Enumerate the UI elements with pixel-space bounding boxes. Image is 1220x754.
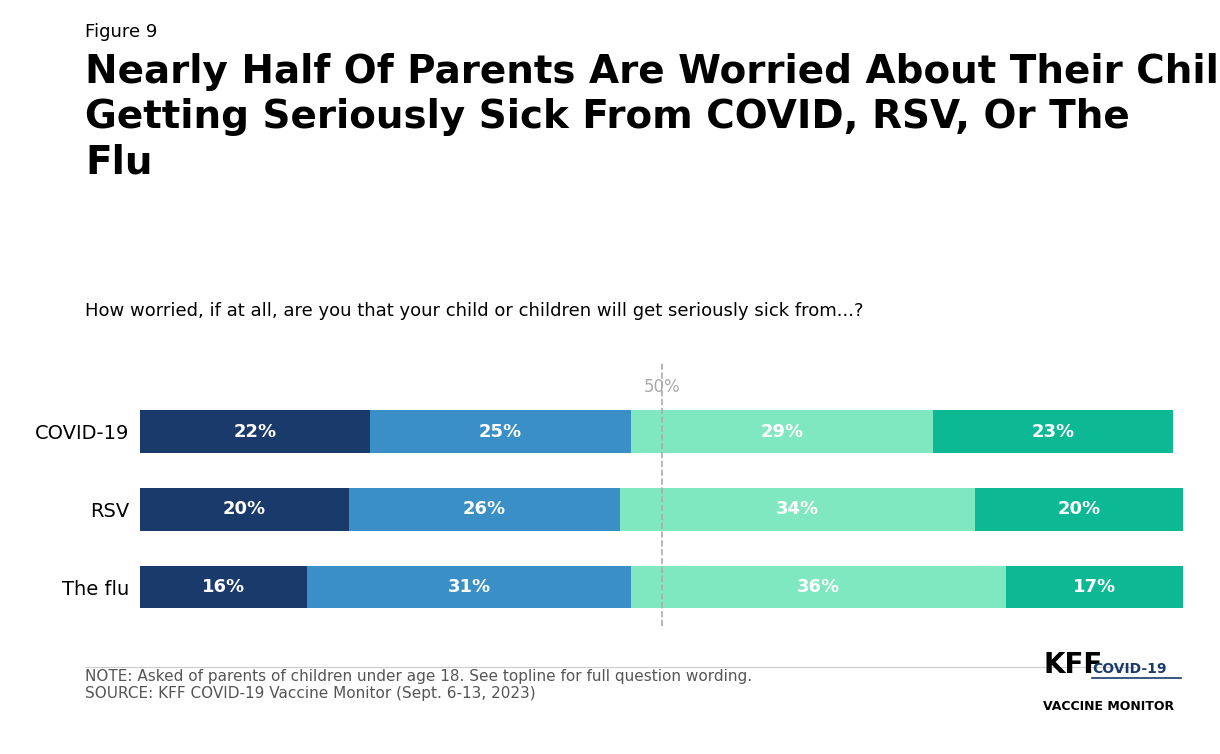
Text: 29%: 29% (760, 423, 803, 441)
Text: 25%: 25% (478, 423, 522, 441)
Text: KFF: KFF (1043, 651, 1103, 679)
Bar (631, 410, 933, 453)
Text: COVID-19: COVID-19 (1092, 662, 1166, 676)
Bar (933, 410, 1172, 453)
Text: 20%: 20% (223, 501, 266, 519)
Bar (1006, 566, 1183, 608)
Text: 50%: 50% (643, 379, 681, 397)
Text: VACCINE MONITOR: VACCINE MONITOR (1043, 700, 1174, 713)
Text: 22%: 22% (233, 423, 277, 441)
Text: 34%: 34% (776, 501, 819, 519)
Text: 17%: 17% (1074, 578, 1116, 596)
Text: 16%: 16% (203, 578, 245, 596)
Text: Figure 9: Figure 9 (85, 23, 157, 41)
Text: How worried, if at all, are you that your child or children will get seriously s: How worried, if at all, are you that you… (85, 302, 864, 320)
Text: 31%: 31% (448, 578, 490, 596)
Text: 26%: 26% (462, 501, 506, 519)
Text: 23%: 23% (1031, 423, 1075, 441)
Bar (620, 488, 975, 531)
Text: 36%: 36% (797, 578, 839, 596)
Bar (975, 488, 1183, 531)
Bar (307, 566, 631, 608)
Bar (140, 488, 349, 531)
Bar (631, 566, 1006, 608)
Text: Nearly Half Of Parents Are Worried About Their Child
Getting Seriously Sick From: Nearly Half Of Parents Are Worried About… (85, 53, 1220, 182)
Text: 20%: 20% (1058, 501, 1100, 519)
Bar (140, 566, 307, 608)
Text: NOTE: Asked of parents of children under age 18. See topline for full question w: NOTE: Asked of parents of children under… (85, 669, 753, 701)
Bar (349, 488, 620, 531)
Bar (140, 410, 370, 453)
Bar (370, 410, 631, 453)
